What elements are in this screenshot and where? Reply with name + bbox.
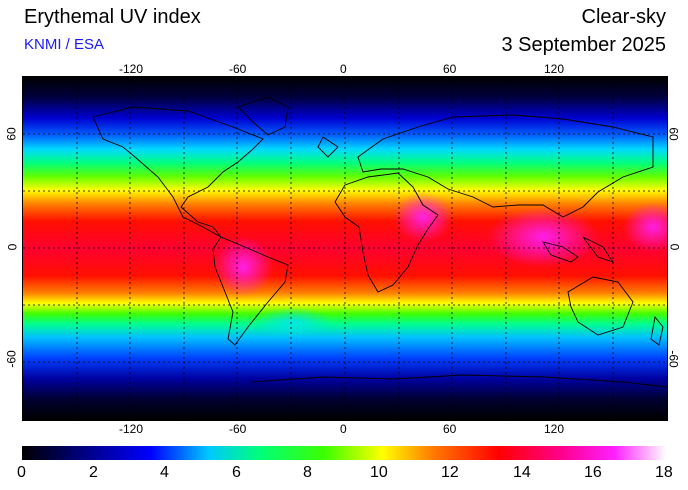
lon-tick-top: 60 — [443, 62, 457, 76]
lat-tick-left: 60 — [4, 127, 19, 141]
colorbar-label: 4 — [160, 464, 169, 481]
colorbar-label: 0 — [17, 464, 26, 481]
uv-hotspot — [488, 207, 598, 267]
graticule — [23, 77, 667, 420]
uv-low-patch — [253, 307, 333, 337]
uv-index-map — [22, 76, 668, 421]
colorbar-label: 8 — [303, 464, 312, 481]
colorbar-label: 2 — [89, 464, 98, 481]
credit-label: KNMI / ESA — [24, 36, 105, 53]
colorbar-label: 14 — [513, 464, 531, 481]
uv-hotspot — [213, 237, 273, 297]
uv-hotspot — [623, 202, 667, 252]
colorbar-label: 12 — [441, 464, 459, 481]
lat-tick-left: -60 — [4, 350, 19, 368]
uv-map-svg — [23, 77, 667, 420]
chart-title: Erythemal UV index — [24, 6, 201, 28]
lon-tick-bottom: -120 — [119, 422, 144, 436]
colorbar-label: 6 — [232, 464, 241, 481]
lon-tick-top: -120 — [119, 62, 144, 76]
sky-condition-label: Clear-sky — [581, 6, 666, 28]
lat-tick-left: 0 — [5, 243, 20, 251]
uv-colorbar — [22, 446, 666, 460]
colorbar-label: 18 — [655, 464, 673, 481]
coastlines — [92, 96, 667, 388]
lon-tick-top: -60 — [229, 62, 247, 76]
lon-tick-bottom: -60 — [229, 422, 247, 436]
colorbar-label: 16 — [584, 464, 602, 481]
lon-tick-bottom: 120 — [544, 422, 565, 436]
date-label: 3 September 2025 — [501, 34, 666, 56]
uv-hotspot — [393, 192, 453, 242]
lat-tick-right: 60 — [666, 127, 681, 141]
lat-tick-right: -60 — [666, 350, 681, 368]
lon-tick-top: 120 — [544, 62, 565, 76]
colorbar-gradient — [22, 446, 666, 460]
lon-tick-bottom: 0 — [340, 422, 347, 436]
lon-tick-top: 0 — [340, 62, 347, 76]
lon-tick-bottom: 60 — [443, 422, 457, 436]
colorbar-label: 10 — [370, 464, 388, 481]
lat-tick-right: 0 — [667, 243, 682, 251]
